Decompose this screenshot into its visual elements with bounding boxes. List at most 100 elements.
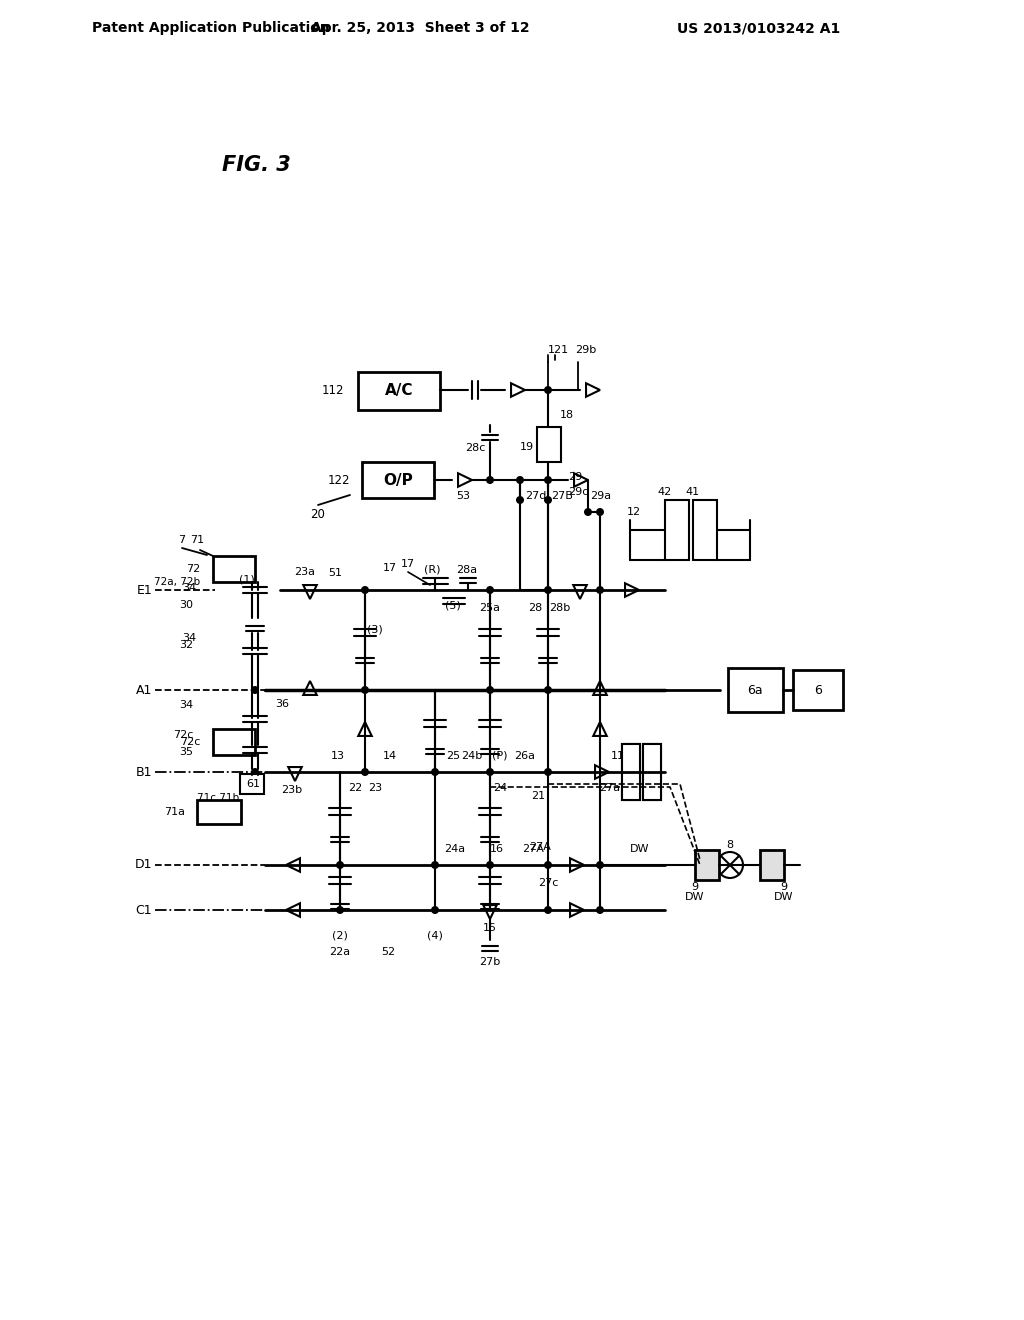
Circle shape xyxy=(486,861,494,869)
Text: (R): (R) xyxy=(424,565,440,576)
Bar xyxy=(643,744,662,800)
Text: 12: 12 xyxy=(627,507,641,517)
Polygon shape xyxy=(358,722,372,737)
Text: 20: 20 xyxy=(310,508,326,521)
Text: O/P: O/P xyxy=(383,473,413,487)
Circle shape xyxy=(544,861,552,869)
Text: 16: 16 xyxy=(490,843,504,854)
Text: 35: 35 xyxy=(179,747,193,756)
Text: 26a: 26a xyxy=(514,751,536,762)
Text: Patent Application Publication: Patent Application Publication xyxy=(92,21,330,36)
Text: 36: 36 xyxy=(275,700,289,709)
Text: 23b: 23b xyxy=(282,785,302,795)
Text: 28a: 28a xyxy=(457,565,477,576)
Circle shape xyxy=(361,686,369,694)
Text: (5): (5) xyxy=(445,601,461,610)
Bar xyxy=(537,426,561,462)
Circle shape xyxy=(361,586,369,594)
Text: 112: 112 xyxy=(322,384,344,396)
Text: 42: 42 xyxy=(657,487,672,498)
Text: (4): (4) xyxy=(427,931,443,940)
Text: A/C: A/C xyxy=(385,383,414,397)
Circle shape xyxy=(544,906,552,913)
Circle shape xyxy=(486,768,494,776)
Text: 71a: 71a xyxy=(164,807,185,817)
Polygon shape xyxy=(593,681,607,694)
Bar xyxy=(622,744,640,800)
Text: 14: 14 xyxy=(383,751,397,762)
Polygon shape xyxy=(593,722,607,737)
Text: 52: 52 xyxy=(381,946,395,957)
Polygon shape xyxy=(574,474,588,487)
Text: 30: 30 xyxy=(179,601,193,610)
Text: DW: DW xyxy=(774,892,794,902)
Polygon shape xyxy=(286,858,300,871)
Text: A1: A1 xyxy=(135,684,152,697)
Circle shape xyxy=(596,686,604,694)
Circle shape xyxy=(596,586,604,594)
Circle shape xyxy=(336,906,344,913)
Text: 28c: 28c xyxy=(466,444,486,453)
Text: 71c 71b: 71c 71b xyxy=(197,793,240,803)
Text: 72: 72 xyxy=(185,564,200,574)
Text: (3): (3) xyxy=(368,624,383,635)
Text: (2): (2) xyxy=(332,931,348,940)
Text: 34: 34 xyxy=(182,634,196,643)
Text: 27d: 27d xyxy=(525,491,547,502)
Polygon shape xyxy=(625,583,639,597)
Text: 23: 23 xyxy=(368,783,382,793)
Text: 22a: 22a xyxy=(330,946,350,957)
Polygon shape xyxy=(511,383,525,397)
Circle shape xyxy=(544,496,552,504)
Text: 25: 25 xyxy=(445,751,460,762)
Circle shape xyxy=(584,508,592,516)
Text: 27a: 27a xyxy=(599,783,621,793)
Text: 23a: 23a xyxy=(295,568,315,577)
Text: 8: 8 xyxy=(726,840,733,850)
Text: 24: 24 xyxy=(493,783,507,793)
Polygon shape xyxy=(286,903,300,917)
Text: 29b: 29b xyxy=(575,345,596,355)
Circle shape xyxy=(596,508,604,516)
Text: 27A: 27A xyxy=(529,842,551,851)
Circle shape xyxy=(361,768,369,776)
Polygon shape xyxy=(458,474,472,487)
Text: 61: 61 xyxy=(246,779,260,789)
Text: 17: 17 xyxy=(383,564,397,573)
Circle shape xyxy=(516,496,524,504)
Circle shape xyxy=(544,586,552,594)
Text: 34: 34 xyxy=(182,583,196,593)
Text: FIG. 3: FIG. 3 xyxy=(222,154,291,176)
Text: 27b: 27b xyxy=(479,957,501,968)
Bar xyxy=(643,744,662,800)
Text: 13: 13 xyxy=(331,751,345,762)
Text: D1: D1 xyxy=(134,858,152,871)
Text: 19: 19 xyxy=(520,442,535,451)
Text: 71: 71 xyxy=(189,535,204,545)
Polygon shape xyxy=(586,383,600,397)
Circle shape xyxy=(251,768,259,776)
Circle shape xyxy=(544,686,552,694)
Text: 72c: 72c xyxy=(179,737,200,747)
Circle shape xyxy=(486,586,494,594)
Text: 122: 122 xyxy=(328,474,350,487)
Bar xyxy=(358,372,440,411)
Bar xyxy=(197,800,241,824)
Text: 21: 21 xyxy=(530,791,545,801)
Text: B1: B1 xyxy=(135,766,152,779)
Text: 29: 29 xyxy=(568,473,583,482)
Text: 27A: 27A xyxy=(522,843,544,854)
Polygon shape xyxy=(303,585,316,599)
Text: 28: 28 xyxy=(528,603,542,612)
Text: 9: 9 xyxy=(780,882,787,892)
Polygon shape xyxy=(570,903,584,917)
Circle shape xyxy=(431,861,439,869)
Bar xyxy=(695,850,719,880)
Text: 27c: 27c xyxy=(538,878,558,888)
Bar xyxy=(213,556,255,582)
Text: (P): (P) xyxy=(493,751,508,762)
Circle shape xyxy=(544,768,552,776)
Text: 17: 17 xyxy=(401,558,415,569)
Bar xyxy=(362,462,434,498)
Circle shape xyxy=(431,906,439,913)
